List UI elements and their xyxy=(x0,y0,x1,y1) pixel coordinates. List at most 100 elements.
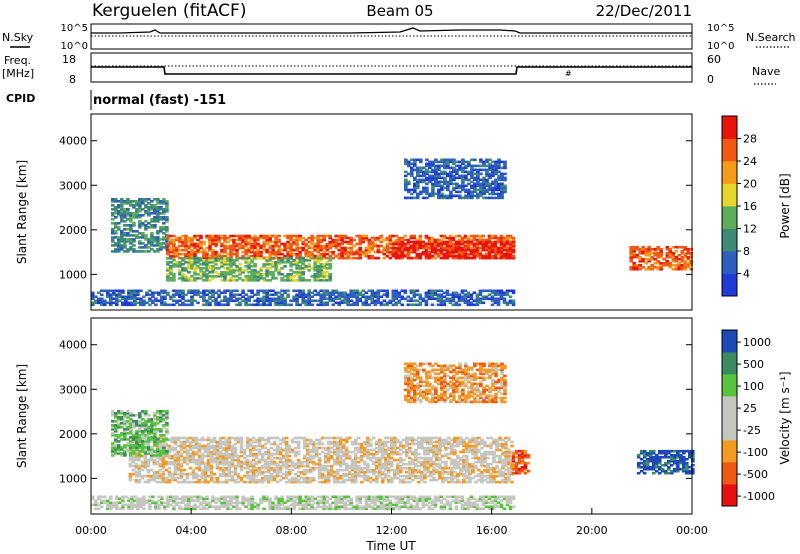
power-cell xyxy=(181,275,185,278)
velocity-cell xyxy=(296,464,301,468)
velocity-cell xyxy=(278,446,283,450)
power-cell xyxy=(223,234,227,238)
velocity-cell xyxy=(272,462,277,466)
velocity-cell xyxy=(212,444,217,448)
velocity-cell xyxy=(414,476,418,480)
power-cell xyxy=(442,234,447,238)
power-cell xyxy=(129,234,133,237)
velocity-cell xyxy=(429,436,433,440)
velocity-cell xyxy=(158,476,163,480)
power-cell xyxy=(472,254,477,258)
power-cell xyxy=(686,249,691,253)
power-cell xyxy=(482,162,486,166)
velocity-cell xyxy=(161,472,166,476)
power-cell xyxy=(322,256,326,260)
power-cell xyxy=(280,248,284,252)
power-cell xyxy=(199,267,203,270)
power-cell xyxy=(253,242,257,246)
power-cell xyxy=(130,301,134,305)
power-cell xyxy=(505,250,510,254)
power-cell xyxy=(653,247,657,251)
power-cell xyxy=(181,248,185,252)
velocity-cell xyxy=(281,464,286,468)
power-cell xyxy=(455,176,459,180)
power-cell xyxy=(677,253,682,257)
power-cell xyxy=(319,289,323,293)
power-cell xyxy=(451,242,456,246)
power-cell xyxy=(268,259,272,262)
power-cell xyxy=(671,245,676,249)
power-cell xyxy=(484,238,489,242)
power-cell xyxy=(295,303,299,307)
power-cell xyxy=(364,254,369,258)
power-cell xyxy=(163,301,167,305)
power-cell xyxy=(388,234,393,238)
power-cell xyxy=(114,210,118,213)
velocity-cell xyxy=(387,446,391,450)
velocity-cell xyxy=(173,452,178,456)
power-cell xyxy=(346,256,350,260)
power-cell xyxy=(449,194,453,198)
velocity-cell xyxy=(233,480,238,484)
power-cell xyxy=(484,254,489,258)
power-cell xyxy=(208,291,212,295)
power-cell xyxy=(683,245,688,249)
velocity-cell xyxy=(212,436,217,440)
power-cell xyxy=(382,303,387,307)
velocity-cell xyxy=(347,454,352,458)
power-cell xyxy=(491,180,495,184)
power-cell xyxy=(265,303,269,307)
power-cell xyxy=(181,234,185,238)
power-cell xyxy=(397,254,402,258)
power-cell xyxy=(496,289,501,293)
power-cell xyxy=(283,242,287,246)
power-cell xyxy=(419,192,423,196)
velocity-cell xyxy=(462,468,466,472)
power-cell xyxy=(265,259,269,262)
velocity-cell xyxy=(414,442,418,446)
power-cell xyxy=(106,289,110,293)
power-cell xyxy=(150,220,154,223)
power-cell xyxy=(238,277,242,280)
velocity-cell xyxy=(447,472,451,476)
power-cell xyxy=(232,269,236,272)
velocity-cell xyxy=(308,450,313,454)
velocity-cell xyxy=(200,452,205,456)
power-cell xyxy=(208,244,212,248)
power-cell xyxy=(217,234,221,238)
velocity-cell xyxy=(296,462,301,466)
velocity-cell xyxy=(134,454,139,458)
power-cell xyxy=(118,293,122,297)
velocity-cell xyxy=(290,438,295,442)
velocity-cell xyxy=(453,470,457,474)
power-cell xyxy=(114,232,118,235)
power-cell xyxy=(298,289,302,293)
power-cell xyxy=(298,252,302,256)
colorbar-swatch xyxy=(722,228,737,252)
power-cell xyxy=(493,297,498,301)
power-cell xyxy=(376,295,381,299)
power-cell xyxy=(478,289,483,293)
power-cell xyxy=(316,240,320,244)
velocity-cell xyxy=(206,464,211,468)
velocity-cell xyxy=(200,446,205,450)
velocity-cell xyxy=(212,480,217,484)
power-cell xyxy=(193,289,197,293)
power-cell xyxy=(220,291,224,295)
velocity-cell xyxy=(206,462,211,466)
velocity-cell xyxy=(323,446,328,450)
power-cell xyxy=(133,301,137,305)
velocity-cell xyxy=(341,438,346,442)
velocity-cell xyxy=(245,462,250,466)
velocity-cell xyxy=(203,466,208,470)
power-cell xyxy=(494,180,498,184)
velocity-cell xyxy=(173,464,178,468)
power-cell xyxy=(455,172,459,176)
velocity-cell xyxy=(444,466,448,470)
power-cell xyxy=(259,267,263,270)
velocity-cell xyxy=(194,438,199,442)
power-cell xyxy=(106,291,110,295)
velocity-cell xyxy=(203,444,208,448)
power-cell xyxy=(352,303,356,307)
velocity-cell xyxy=(381,440,385,444)
